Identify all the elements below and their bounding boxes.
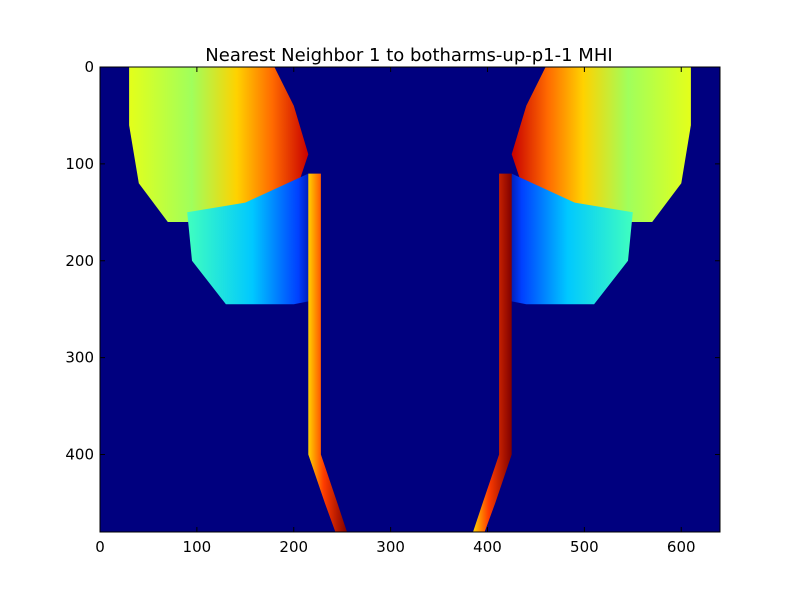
x-tick-label: 0: [95, 538, 105, 556]
region-right-arm-lower: [502, 173, 633, 305]
region-right-arm-upper: [511, 67, 691, 222]
chart-title: Nearest Neighbor 1 to botharms-up-p1-1 M…: [205, 45, 612, 66]
region-left-arm-lower: [187, 173, 318, 305]
y-tick-label: 0: [84, 58, 94, 76]
y-tick-label: 100: [65, 155, 94, 173]
x-tick-label: 300: [376, 538, 405, 556]
region-left-arm-upper: [129, 67, 309, 222]
x-tick-label: 400: [473, 538, 502, 556]
plot-frame: [99, 66, 721, 533]
region-torso-left-edge: [308, 173, 347, 532]
heatmap-regions: [129, 67, 691, 532]
x-tick-label: 200: [279, 538, 308, 556]
x-tick-label: 500: [570, 538, 599, 556]
plot-area: [99, 66, 721, 533]
y-tick-label: 300: [65, 349, 94, 367]
y-tick-label: 400: [65, 446, 94, 464]
x-axis: 0 100 200 300 400 500 600: [95, 67, 696, 556]
region-torso-right-edge: [473, 173, 512, 532]
x-tick-label: 100: [183, 538, 212, 556]
y-tick-label: 200: [65, 252, 94, 270]
y-axis: 0 100 200 300 400: [65, 58, 720, 464]
x-tick-label: 600: [667, 538, 696, 556]
